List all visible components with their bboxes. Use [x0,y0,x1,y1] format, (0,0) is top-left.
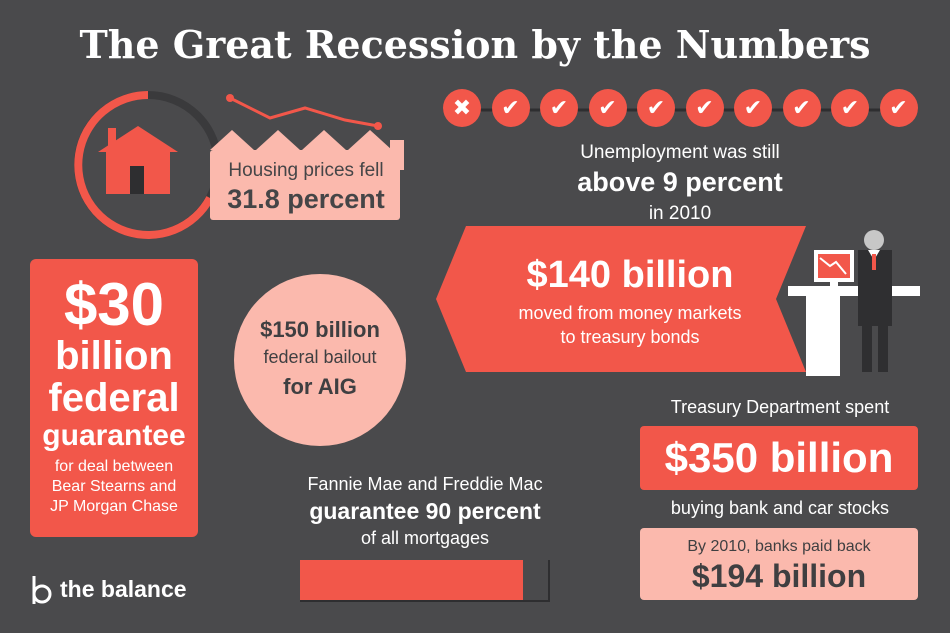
unemployment-line3: in 2010 [648,203,712,224]
bear-stearns-card: $30 billion federal guarantee for deal b… [30,259,198,537]
bear-stearns-desc3: JP Morgan Chase [50,498,178,515]
aig-circle: $150 billion federal bailout for AIG [234,274,406,446]
check-icon: ✔ [637,89,675,127]
fannie-freddie-stat: Fannie Mae and Freddie Mac guarantee 90 … [280,474,570,549]
check-icon: ✔ [491,89,530,127]
housing-line1: Housing prices fell [228,160,384,181]
fannie-line3: of all mortgages [360,528,490,548]
bear-stearns-amount: $30 [63,271,165,338]
money-markets-line1: moved from money markets [518,303,742,323]
check-icon: ✔ [831,89,869,127]
bear-stearns-desc1: for deal between [54,458,174,475]
treasury-label: Treasury Department spent [670,397,890,417]
treasury-amount: $350 billion [640,426,918,490]
check-icon: ✔ [540,89,578,127]
progress-ring [74,91,214,239]
unemployment-line1: Unemployment was still [580,142,780,163]
mortgage-bar-fill [300,560,523,600]
trend-line [229,96,379,128]
housing-line2: 31.8 percent [227,184,385,214]
check-icon: ✔ [588,89,627,127]
payback-line1: By 2010, banks paid back [687,538,871,555]
houses-row [210,130,404,220]
check-icon: ✔ [685,89,724,127]
unemployment-indicators: ✖ ✔ ✔ ✔ ✔ ✔ ✔ ✔ ✔ ✔ [443,89,918,131]
aig-line2: federal bailout [263,347,377,367]
arrow-shape [436,226,806,372]
aig-line3: for AIG [283,374,357,399]
money-markets-stat: $140 billion moved from money markets to… [470,254,790,349]
house-icon [98,126,178,194]
logo-text: the balance [60,576,187,602]
bear-stearns-desc2: Bear Stearns and [51,478,177,495]
payback-card: By 2010, banks paid back $194 billion [640,528,918,600]
bear-stearns-word2: federal [48,376,180,420]
treasury-sub: buying bank and car stocks [670,498,890,518]
businessman-icon [788,230,920,376]
balance-logo-icon [32,576,52,604]
page-title: The Great Recession by the Numbers [79,22,871,67]
check-icon: ✔ [782,89,821,127]
unemployment-stat: Unemployment was still above 9 percent i… [520,142,840,225]
check-icon: ✔ [879,89,918,127]
bear-stearns-word3: guarantee [42,419,186,452]
x-icon: ✖ [443,89,481,127]
fannie-line2: guarantee 90 percent [309,498,541,524]
housing-stat: Housing prices fell 31.8 percent [206,160,406,215]
housing-graphic [74,91,404,239]
mortgage-bar [300,560,550,602]
money-markets-line2: to treasury bonds [560,327,700,347]
aig-line1: $150 billion [260,317,380,342]
payback-amount: $194 billion [691,558,867,594]
money-markets-amount: $140 billion [526,254,734,296]
check-icon: ✔ [734,89,772,127]
fannie-line1: Fannie Mae and Freddie Mac [307,474,543,494]
bear-stearns-word1: billion [55,334,173,378]
unemployment-line2: above 9 percent [577,167,783,197]
